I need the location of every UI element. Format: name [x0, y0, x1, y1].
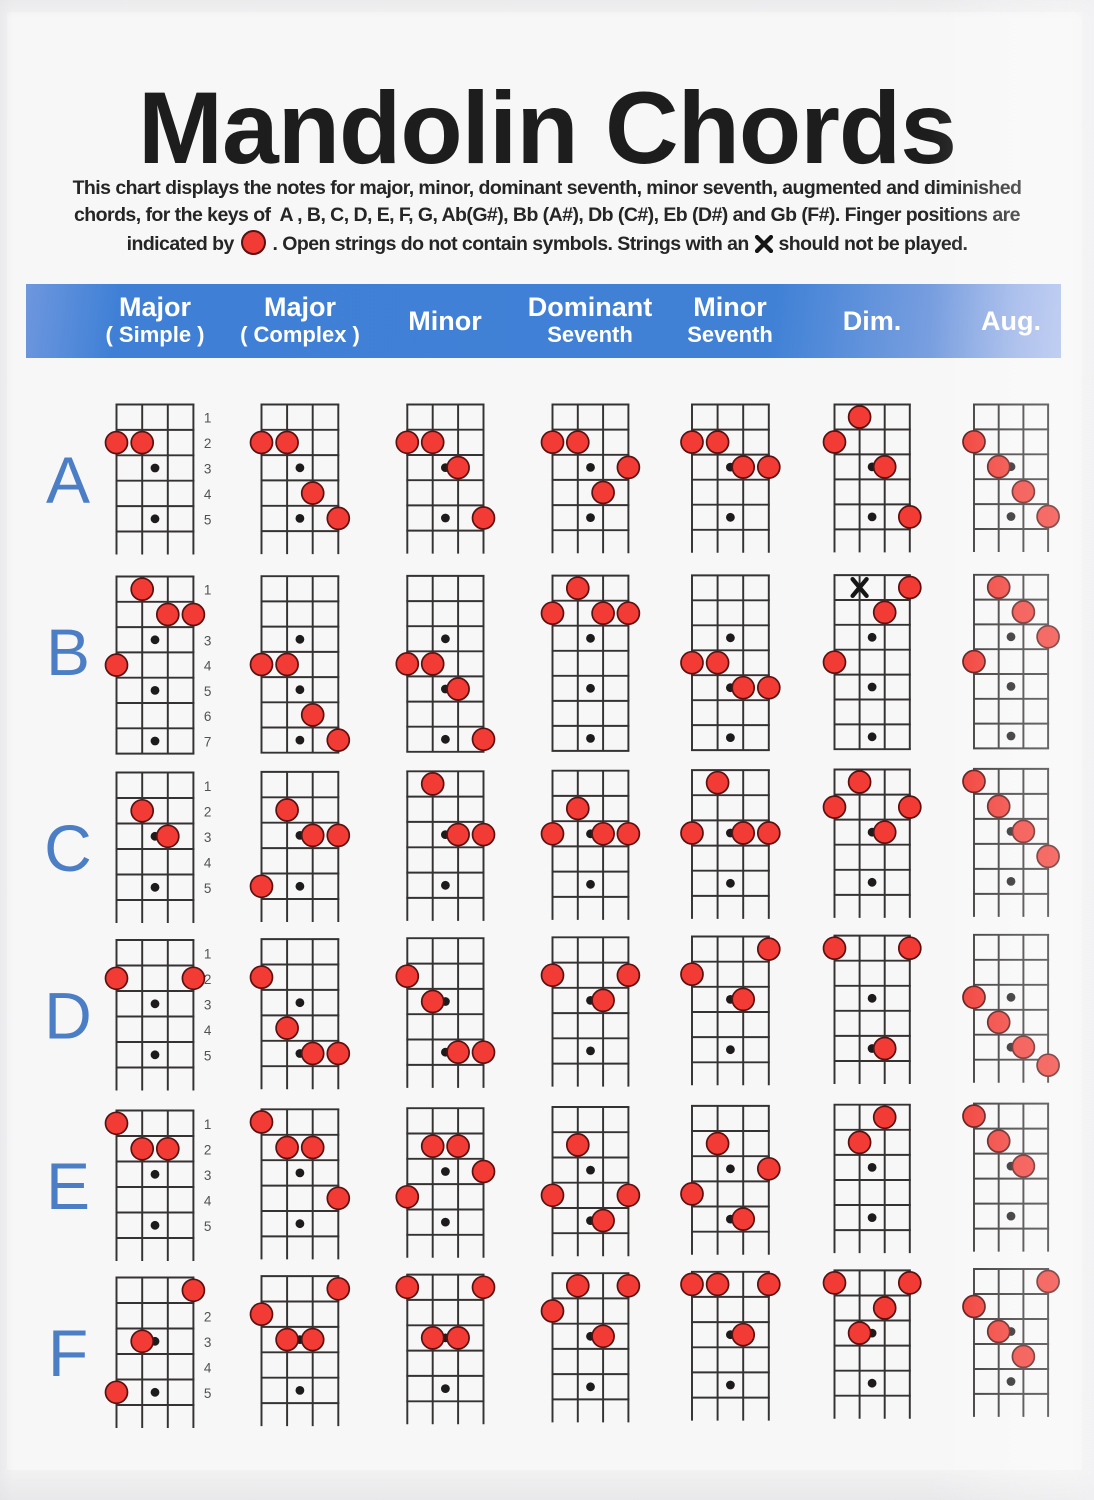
svg-text:7: 7	[204, 735, 212, 750]
svg-text:5: 5	[204, 684, 212, 699]
svg-text:4: 4	[204, 659, 212, 674]
svg-text:3: 3	[204, 1335, 212, 1350]
svg-text:4: 4	[204, 1193, 212, 1208]
svg-text:5: 5	[204, 881, 212, 896]
svg-text:5: 5	[204, 512, 212, 527]
svg-text:3: 3	[204, 830, 212, 845]
svg-text:4: 4	[204, 1360, 212, 1375]
svg-text:E: E	[46, 1149, 90, 1223]
svg-text:A: A	[46, 443, 90, 517]
svg-text:2: 2	[204, 436, 212, 451]
svg-text:4: 4	[204, 1023, 212, 1038]
svg-text:4: 4	[204, 855, 212, 870]
svg-text:5: 5	[204, 1048, 212, 1063]
svg-text:D: D	[44, 979, 92, 1053]
svg-text:4: 4	[204, 487, 212, 502]
svg-text:6: 6	[204, 709, 212, 724]
svg-text:1: 1	[204, 411, 212, 426]
svg-text:3: 3	[204, 462, 212, 477]
svg-text:1: 1	[204, 779, 212, 794]
svg-text:5: 5	[204, 1219, 212, 1234]
svg-text:1: 1	[204, 1117, 212, 1132]
svg-text:1: 1	[204, 946, 212, 961]
svg-text:C: C	[44, 811, 92, 885]
svg-text:2: 2	[204, 1142, 212, 1157]
svg-text:3: 3	[204, 1168, 212, 1183]
svg-text:5: 5	[204, 1386, 212, 1401]
svg-text:2: 2	[204, 804, 212, 819]
svg-text:F: F	[48, 1316, 88, 1390]
svg-text:2: 2	[204, 1309, 212, 1324]
svg-text:B: B	[46, 615, 90, 689]
svg-text:3: 3	[204, 997, 212, 1012]
svg-text:1: 1	[204, 583, 212, 598]
svg-text:3: 3	[204, 633, 212, 648]
